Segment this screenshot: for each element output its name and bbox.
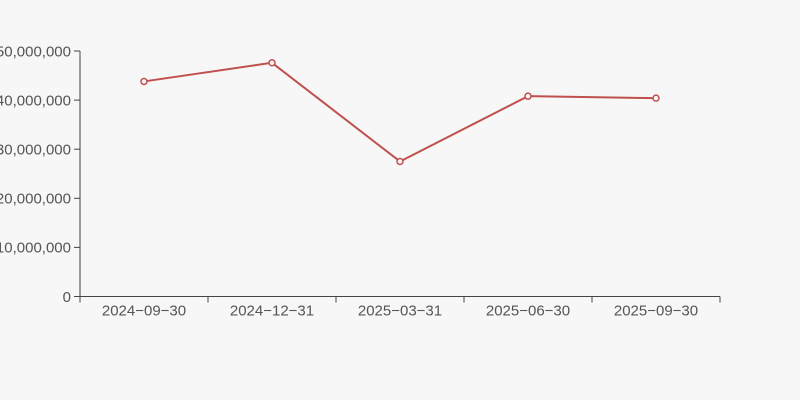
data-point-marker	[652, 94, 660, 102]
data-point-marker	[268, 59, 276, 67]
series-line	[143, 61, 657, 163]
y-axis-tick-label: 40,000,000	[0, 92, 71, 109]
data-point-marker	[524, 92, 532, 100]
y-axis-tick-label: 50,000,000	[0, 43, 71, 60]
data-point-marker	[140, 77, 148, 86]
x-axis-tick-label: 2024−12−31	[230, 303, 314, 320]
x-axis-tick-label: 2024−09−30	[102, 303, 186, 320]
y-axis-tick-label: 0	[63, 289, 71, 306]
x-axis-tick-label: 2025−09−30	[614, 303, 698, 320]
y-axis-tick-label: 20,000,000	[0, 191, 71, 208]
y-axis-tick-label: 30,000,000	[0, 141, 71, 158]
x-axis-tick-label: 2025−03−31	[358, 303, 442, 320]
x-axis-tick-label: 2025−06−30	[486, 303, 570, 320]
y-axis-tick-label: 10,000,000	[0, 240, 71, 257]
data-point-marker	[396, 157, 404, 166]
